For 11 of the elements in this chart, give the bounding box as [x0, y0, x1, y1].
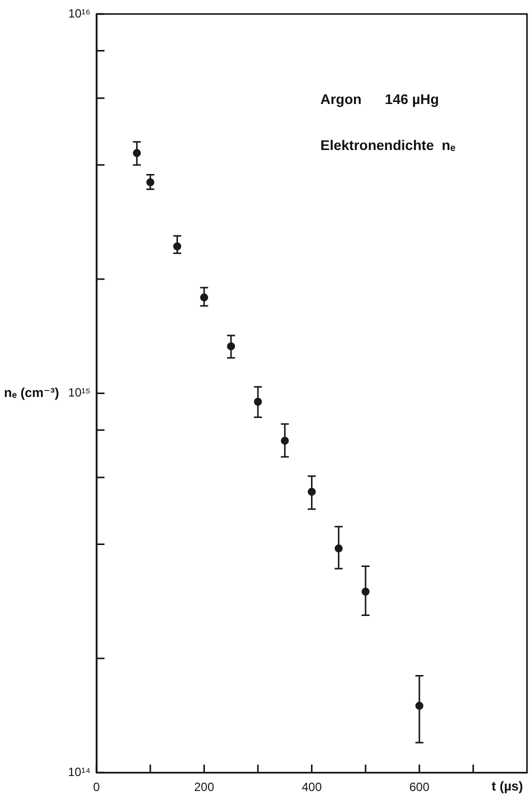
- x-tick-label: 400: [302, 780, 322, 794]
- y-tick-label: 10¹⁶: [68, 6, 91, 20]
- annotation: Argon 146 µHg: [320, 91, 439, 107]
- x-axis-title: t (µs): [492, 778, 523, 794]
- x-tick-label: 600: [409, 780, 430, 794]
- y-axis-title: nₑ (cm⁻³): [4, 384, 60, 400]
- y-tick-label: 10¹⁵: [68, 386, 91, 400]
- x-tick-label: 0: [93, 780, 100, 794]
- y-tick-label: 10¹⁴: [68, 764, 90, 779]
- annotation: Elektronendichte nₑ: [320, 137, 456, 153]
- x-tick-label: 200: [194, 780, 214, 794]
